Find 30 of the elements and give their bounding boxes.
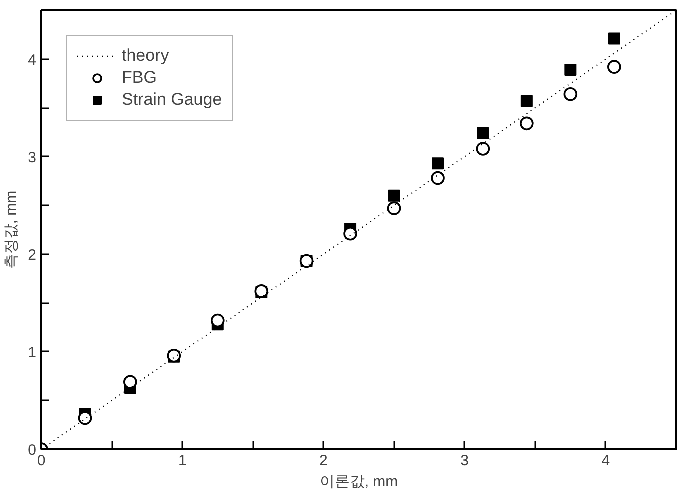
y-tick-label: 2 xyxy=(28,246,36,264)
x-tick-label: 2 xyxy=(320,452,328,470)
point xyxy=(477,127,490,140)
point xyxy=(78,411,92,426)
legend-label: Strain Gauge xyxy=(122,90,222,110)
y-tick-label: 0 xyxy=(28,442,36,459)
point xyxy=(387,202,402,216)
point xyxy=(210,314,225,328)
x-tick-label: 1 xyxy=(178,452,187,470)
legend-label: theory xyxy=(122,46,170,66)
point xyxy=(431,171,445,186)
point xyxy=(520,95,533,108)
y-tick-label: 4 xyxy=(28,52,36,69)
point xyxy=(124,375,138,390)
point xyxy=(432,158,444,170)
point xyxy=(608,60,622,74)
y-axis-title: 측정값, mm xyxy=(3,190,20,270)
point xyxy=(564,64,577,76)
point xyxy=(344,227,358,241)
legend-label: FBG xyxy=(122,68,157,88)
y-tick-label: 1 xyxy=(28,344,36,362)
x-axis-title: 이론값, mm xyxy=(320,474,398,490)
y-tick-label: 3 xyxy=(28,149,36,166)
x-tick-label: 4 xyxy=(602,452,610,470)
point xyxy=(476,142,490,156)
point xyxy=(388,190,400,202)
point xyxy=(608,32,620,45)
point xyxy=(564,88,578,102)
point xyxy=(520,116,534,131)
x-tick-label: 3 xyxy=(460,452,470,470)
